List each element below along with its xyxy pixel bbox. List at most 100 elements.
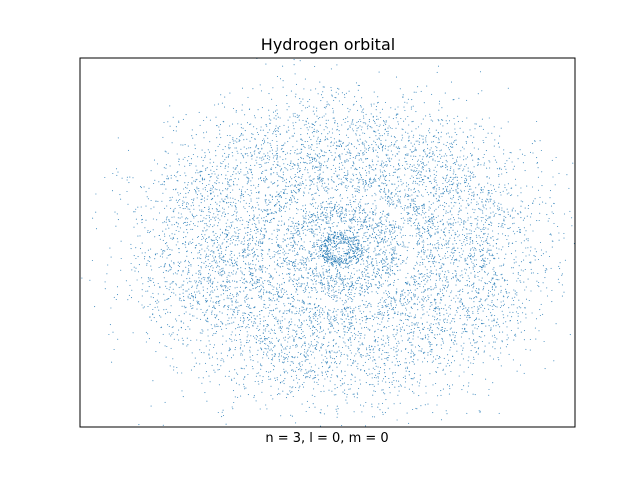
scatter-point [409,362,411,364]
scatter-point [485,378,487,380]
scatter-point [433,180,436,182]
scatter-point [434,319,436,321]
scatter-point [283,224,285,226]
scatter-point [387,285,389,287]
scatter-point [406,163,408,165]
scatter-point [178,164,180,166]
scatter-point [412,276,414,279]
scatter-point [389,274,391,276]
scatter-point [517,213,520,215]
scatter-point [472,208,474,210]
scatter-point [225,174,227,176]
scatter-point [205,184,208,187]
scatter-point [407,206,409,208]
scatter-point [297,325,299,327]
scatter-point [384,364,386,366]
scatter-point [163,293,165,295]
scatter-point [185,266,187,268]
scatter-point [436,200,438,202]
scatter-point [351,281,353,283]
scatter-point [467,255,469,257]
scatter-point [252,288,254,290]
scatter-point [316,218,318,221]
scatter-point [108,333,110,336]
scatter-point [455,284,457,286]
scatter-point [348,230,350,232]
scatter-point [250,123,252,125]
scatter-point [303,266,305,268]
scatter-point [260,298,262,300]
scatter-point [378,287,380,289]
scatter-point [395,76,398,78]
scatter-point [393,226,395,229]
scatter-point [329,332,331,334]
scatter-point [518,226,520,229]
scatter-point [373,272,375,274]
scatter-point [427,279,429,281]
scatter-point [313,241,315,244]
scatter-point [439,273,441,275]
scatter-point [413,187,415,189]
scatter-point [203,227,205,229]
scatter-point [392,376,394,379]
scatter-point [227,229,229,232]
scatter-point [282,238,284,240]
scatter-point [430,349,432,351]
scatter-point [367,256,369,258]
scatter-point [472,324,474,326]
scatter-point [323,214,325,216]
scatter-point [357,243,359,245]
scatter-point [240,352,242,354]
scatter-point [289,238,291,240]
scatter-point [360,249,362,251]
scatter-point [317,255,319,258]
scatter-point [321,354,323,356]
scatter-point [400,117,402,120]
scatter-point [364,219,366,221]
scatter-point [257,241,259,243]
scatter-point [345,214,347,216]
scatter-point [251,312,253,314]
scatter-point [355,82,358,84]
scatter-point [349,286,351,288]
scatter-point [266,326,268,328]
scatter-point [343,288,345,290]
scatter-point [311,216,313,218]
scatter-point [182,222,185,224]
scatter-point [353,252,356,254]
scatter-point [439,319,441,321]
scatter-point [314,395,316,398]
scatter-point [404,219,406,221]
scatter-point [334,255,336,257]
scatter-point [158,212,161,214]
scatter-point [301,283,303,285]
scatter-point [219,201,221,203]
scatter-point [286,256,288,258]
scatter-point [330,248,332,250]
scatter-point [294,225,296,227]
scatter-point [259,291,261,293]
scatter-point [339,257,341,259]
scatter-point [233,296,235,298]
scatter-point [347,238,349,240]
scatter-point [277,128,279,130]
scatter-point [332,265,334,267]
scatter-point [390,241,392,243]
scatter-point [349,155,351,157]
scatter-point [311,199,313,201]
scatter-point [205,230,207,232]
scatter-point [245,280,247,282]
scatter-point [382,259,384,261]
scatter-point [482,204,484,206]
scatter-point [398,151,400,153]
scatter-point [344,210,346,212]
scatter-point [382,269,384,271]
scatter-point [344,161,346,163]
scatter-point [346,267,348,269]
scatter-point [363,295,365,297]
scatter-point [359,294,361,296]
scatter-point [175,126,177,128]
scatter-point [256,131,259,134]
scatter-point [303,257,305,259]
scatter-point [199,349,201,351]
